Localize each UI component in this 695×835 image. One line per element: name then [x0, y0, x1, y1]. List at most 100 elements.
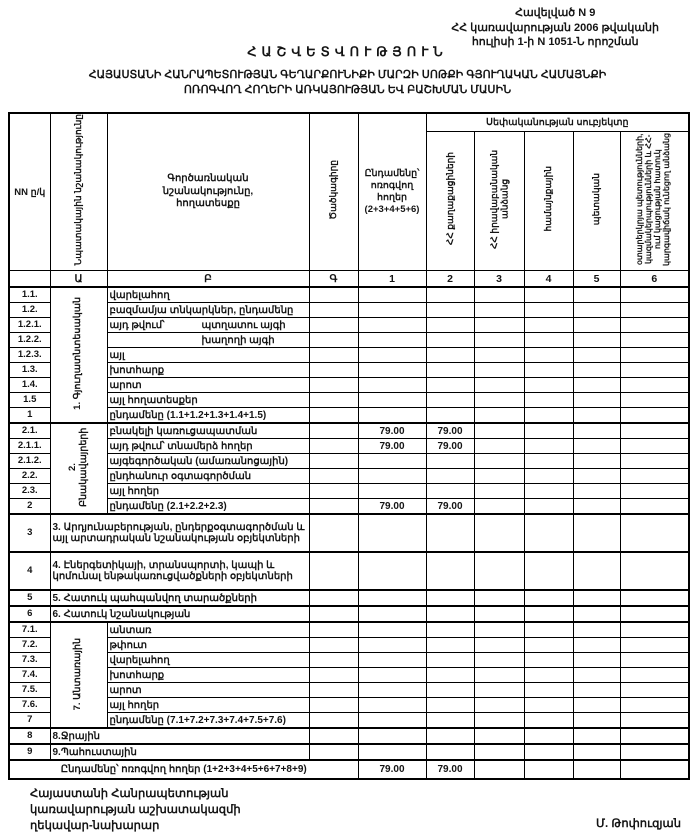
- value-cell: [619, 605, 690, 623]
- row-number: 7.6.: [8, 697, 51, 714]
- value-cell: [473, 667, 525, 684]
- value-cell: [523, 347, 574, 364]
- label-part-right: խաղողի այգի: [201, 334, 275, 346]
- report-title: ՀԱՇՎԵՏՎՈՒԹՅՈՒՆ: [247, 44, 448, 59]
- land-type-label: վարելահող: [106, 286, 310, 304]
- value-cell: [619, 407, 690, 424]
- value-cell: [619, 422, 690, 440]
- value-cell: [308, 652, 359, 669]
- value-cell: [357, 551, 427, 591]
- row-number: 2.3.: [8, 483, 51, 500]
- value-cell: [572, 302, 621, 319]
- value-cell: [308, 453, 359, 470]
- row-number: 5: [8, 589, 51, 607]
- value-cell: [357, 605, 427, 623]
- value-cell: [619, 483, 690, 500]
- value-cell: [425, 712, 475, 729]
- row-number: 7.1.: [8, 621, 51, 639]
- col-header-total: Ընդամենը՝ ոռոգվող հողեր (2+3+4+5+6): [357, 112, 427, 272]
- letter-cell: 3: [473, 270, 525, 289]
- land-type-label: արոտ: [106, 377, 310, 394]
- col-header-state-text: պետական: [591, 172, 602, 225]
- value-cell: [357, 453, 427, 470]
- value-cell: [619, 332, 690, 349]
- value-cell: [473, 377, 525, 394]
- table-row: 1.4. արոտ: [8, 377, 690, 394]
- table-row: 1 ընդամենը (1.1+1.2+1.3+1.4+1.5): [8, 407, 690, 424]
- value-cell: [473, 483, 525, 500]
- row-number: 2.1.: [8, 422, 51, 440]
- value-cell: [473, 727, 525, 745]
- value-cell: [572, 468, 621, 485]
- land-type-label: 6. Հատուկ նշանակության: [49, 605, 310, 623]
- value-cell: [572, 498, 621, 515]
- value-cell: [619, 286, 690, 304]
- col-header-state: պետական: [572, 131, 621, 272]
- letter-cell: Ա: [49, 270, 108, 289]
- value-cell: [473, 362, 525, 379]
- value-cell: [473, 392, 525, 409]
- value-cell: [308, 392, 359, 409]
- value-cell: [308, 422, 359, 440]
- signatory-title-line: կառավարության աշխատակազմի: [30, 804, 241, 817]
- value-cell: [619, 377, 690, 394]
- section-label-text: 7. Անտառային: [72, 637, 84, 711]
- value-cell: [473, 637, 525, 654]
- value-cell: [619, 468, 690, 485]
- value-cell: [523, 589, 574, 607]
- land-type-label: խաղողի այգի: [106, 332, 310, 349]
- report-table-wrap: NN ը/կ Նպատակային նշանակությունը Գործառն…: [8, 112, 691, 781]
- value-cell: [473, 697, 525, 714]
- value-cell: [357, 317, 427, 334]
- value-cell: [523, 438, 574, 455]
- value-cell: [425, 513, 475, 553]
- table-row: 7.3. վարելահող: [8, 652, 690, 669]
- value-cell: [473, 468, 525, 485]
- letter-cell: 1: [357, 270, 427, 289]
- value-cell: [523, 362, 574, 379]
- value-cell: [357, 468, 427, 485]
- report-subtitle-line: ՀԱՅԱՍՏԱՆԻ ՀԱՆՐԱՊԵՏՈՒԹՅԱՆ ԳԵՂԱՐՔՈՒՆԻՔԻ ՄԱ…: [88, 69, 607, 81]
- header-row-top: NN ը/կ Նպատակային նշանակությունը Գործառն…: [8, 112, 690, 272]
- row-number: 7: [8, 712, 51, 729]
- value-cell: [308, 347, 359, 364]
- value-cell: [572, 667, 621, 684]
- value-cell: [619, 347, 690, 364]
- value-cell: [425, 362, 475, 379]
- value-cell: [357, 377, 427, 394]
- section-label-text: 1. Գյուղատնտեսական: [72, 297, 84, 411]
- value-cell: [523, 407, 574, 424]
- row-number: 1.2.1.: [8, 317, 51, 334]
- value-cell: [308, 438, 359, 455]
- value-cell: 79.00: [357, 438, 427, 455]
- row-number: 1: [8, 407, 51, 424]
- appendix-line: հուլիսի 1-ի N 1051-Ն որոշման: [471, 36, 639, 49]
- value-cell: [523, 727, 574, 745]
- value-cell: [308, 483, 359, 500]
- value-cell: [473, 407, 525, 424]
- land-type-label: 9.Պահուստային: [49, 743, 310, 761]
- value-cell: [357, 697, 427, 714]
- value-cell: [572, 637, 621, 654]
- value-cell: [308, 667, 359, 684]
- value-cell: [473, 652, 525, 669]
- land-type-label: ընդհանուր օգտագործման: [106, 468, 310, 485]
- value-cell: [619, 498, 690, 515]
- table-row: 4 4. Էներգետիկայի, տրանսպորտի, կապի և կոմ…: [8, 551, 690, 591]
- col-header-nn: NN ը/կ: [8, 112, 51, 272]
- value-cell: [572, 392, 621, 409]
- col-header-foreign: օտարերկրյա պետությունների, կազմակերպությ…: [619, 131, 690, 272]
- label-part-left: այդ թվում՝: [109, 319, 165, 331]
- value-cell: [357, 621, 427, 639]
- land-type-label: 5. Հատուկ պահպանվող տարածքների: [49, 589, 310, 607]
- land-type-label: այլ հողեր: [106, 483, 310, 500]
- land-type-label: վարելահող: [106, 652, 310, 669]
- value-cell: [473, 286, 525, 304]
- value-cell: [572, 712, 621, 729]
- row-number: 7.5.: [8, 682, 51, 699]
- table-row: 7.6. այլ հողեր: [8, 697, 690, 714]
- value-cell: [473, 682, 525, 699]
- value-cell: [619, 302, 690, 319]
- land-type-label: 8.Ջրային: [49, 727, 310, 745]
- row-number: 9: [8, 743, 51, 761]
